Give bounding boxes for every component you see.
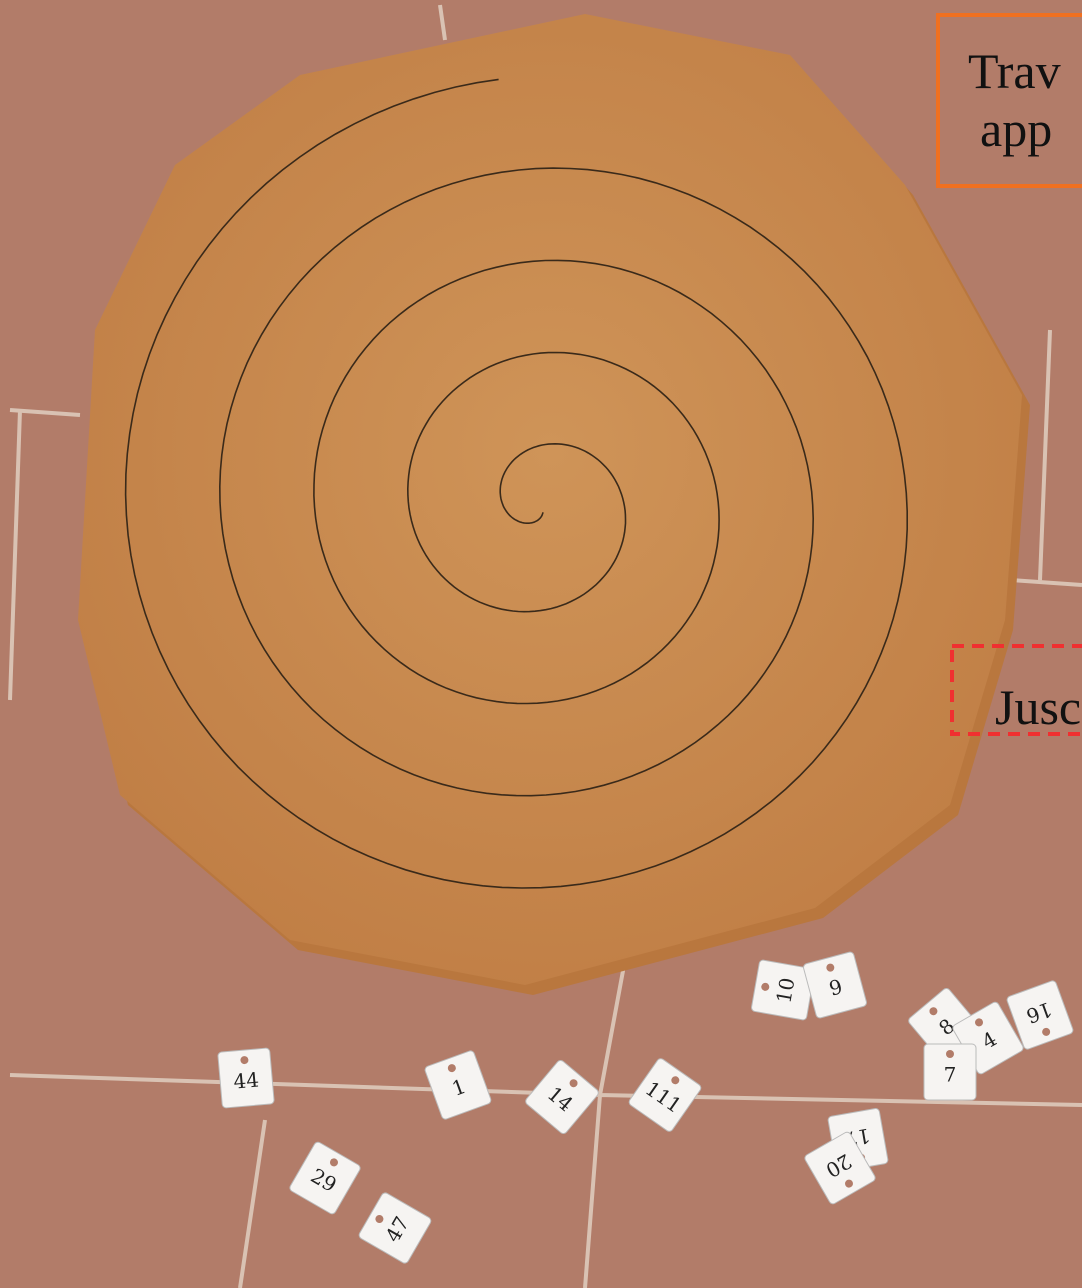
photo: 441141112947109841671720 TravappJusc	[0, 0, 1082, 1288]
tag-number: 44	[232, 1067, 259, 1093]
annotation-text: Trav	[968, 43, 1061, 99]
annotation-text: Jusc	[995, 679, 1081, 735]
tag-number: 10	[771, 976, 799, 1005]
tag: 7	[924, 1044, 976, 1100]
annotation-text: app	[980, 101, 1052, 157]
tag-number: 7	[944, 1063, 957, 1087]
tag-hole	[946, 1050, 954, 1058]
tag: 44	[218, 1048, 275, 1108]
